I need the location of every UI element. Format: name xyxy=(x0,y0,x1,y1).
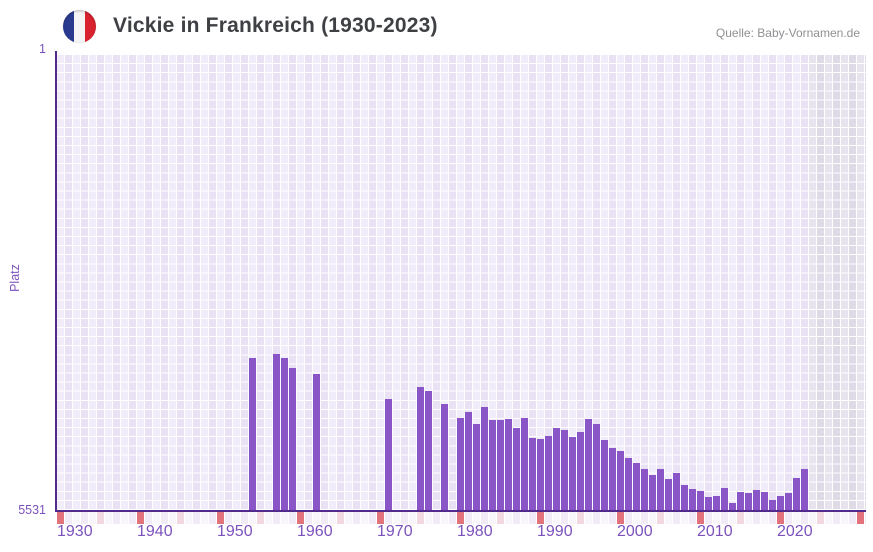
x-label-2010: 2010 xyxy=(697,523,733,540)
bar-1971[interactable] xyxy=(385,398,392,510)
x-label-1930: 1930 xyxy=(57,523,93,540)
bar-1989[interactable] xyxy=(529,437,536,510)
bar-2000[interactable] xyxy=(617,451,624,510)
bar-2008[interactable] xyxy=(681,484,688,510)
bar-1980[interactable] xyxy=(457,417,464,510)
half-decade-tick-1955 xyxy=(257,512,264,524)
bar-2002[interactable] xyxy=(633,463,640,510)
bar-2011[interactable] xyxy=(705,497,712,510)
bar-2001[interactable] xyxy=(625,458,632,510)
y-axis-tick-top: 1 xyxy=(39,42,46,56)
future-years-region xyxy=(808,55,866,510)
bar-2020[interactable] xyxy=(777,495,784,510)
bar-2013[interactable] xyxy=(721,488,728,510)
bar-2005[interactable] xyxy=(657,469,664,510)
x-label-1960: 1960 xyxy=(297,523,333,540)
half-decade-tick-1985 xyxy=(497,512,504,524)
x-label-1940: 1940 xyxy=(137,523,173,540)
x-axis-tick-strip xyxy=(56,512,866,524)
bar-1995[interactable] xyxy=(577,432,584,510)
x-label-1950: 1950 xyxy=(217,523,253,540)
bar-2022[interactable] xyxy=(793,477,800,510)
bar-2012[interactable] xyxy=(713,495,720,510)
x-label-2000: 2000 xyxy=(617,523,653,540)
decade-tick-2030 xyxy=(857,512,864,524)
bar-2015[interactable] xyxy=(737,491,744,510)
bar-1975[interactable] xyxy=(417,386,424,510)
bar-1991[interactable] xyxy=(545,435,552,510)
decade-tick-1960 xyxy=(297,512,304,524)
x-label-1970: 1970 xyxy=(377,523,413,540)
half-decade-tick-2015 xyxy=(737,512,744,524)
bar-1958[interactable] xyxy=(281,358,288,510)
bar-2016[interactable] xyxy=(745,493,752,510)
half-decade-tick-2025 xyxy=(817,512,824,524)
bar-1988[interactable] xyxy=(521,417,528,510)
bar-1984[interactable] xyxy=(489,419,496,510)
bar-2007[interactable] xyxy=(673,472,680,510)
bar-1994[interactable] xyxy=(569,437,576,510)
bar-1983[interactable] xyxy=(481,407,488,510)
decade-tick-1940 xyxy=(137,512,144,524)
y-axis-tick-bottom: 5531 xyxy=(18,503,46,517)
decade-tick-2020 xyxy=(777,512,784,524)
decade-tick-1980 xyxy=(457,512,464,524)
bar-2014[interactable] xyxy=(729,502,736,510)
bar-1954[interactable] xyxy=(249,357,256,510)
bar-2017[interactable] xyxy=(753,490,760,510)
half-decade-tick-1975 xyxy=(417,512,424,524)
decade-tick-1970 xyxy=(377,512,384,524)
bar-1997[interactable] xyxy=(593,423,600,510)
bar-2023[interactable] xyxy=(801,469,808,510)
y-axis-title: Platz xyxy=(8,264,22,292)
decade-tick-1990 xyxy=(537,512,544,524)
half-decade-tick-1935 xyxy=(97,512,104,524)
half-decade-tick-1995 xyxy=(577,512,584,524)
decade-tick-2000 xyxy=(617,512,624,524)
french-flag-icon xyxy=(63,10,96,43)
bar-2018[interactable] xyxy=(761,491,768,510)
bar-1957[interactable] xyxy=(273,354,280,510)
plot-area xyxy=(56,55,866,510)
decade-tick-1930 xyxy=(57,512,64,524)
bar-1982[interactable] xyxy=(473,423,480,510)
bar-1981[interactable] xyxy=(465,412,472,510)
x-label-1980: 1980 xyxy=(457,523,493,540)
chart-title: Vickie in Frankreich (1930-2023) xyxy=(113,14,438,37)
bar-2004[interactable] xyxy=(649,474,656,510)
bar-1987[interactable] xyxy=(513,428,520,510)
half-decade-tick-1965 xyxy=(337,512,344,524)
decade-tick-1950 xyxy=(217,512,224,524)
x-axis-line xyxy=(55,510,866,512)
y-axis-line xyxy=(55,51,57,512)
bar-1976[interactable] xyxy=(425,391,432,510)
bar-1959[interactable] xyxy=(289,367,296,510)
bar-1962[interactable] xyxy=(313,374,320,510)
bar-1993[interactable] xyxy=(561,430,568,510)
bar-1996[interactable] xyxy=(585,419,592,510)
half-decade-tick-1945 xyxy=(177,512,184,524)
x-label-2020: 2020 xyxy=(777,523,813,540)
decade-tick-2010 xyxy=(697,512,704,524)
x-label-1990: 1990 xyxy=(537,523,573,540)
bar-1998[interactable] xyxy=(601,439,608,510)
source-credit: Quelle: Baby-Vornamen.de xyxy=(715,26,860,40)
bar-1992[interactable] xyxy=(553,428,560,510)
half-decade-tick-2005 xyxy=(657,512,664,524)
bar-1978[interactable] xyxy=(441,403,448,510)
bar-2010[interactable] xyxy=(697,490,704,510)
bar-1985[interactable] xyxy=(497,419,504,510)
bar-2009[interactable] xyxy=(689,488,696,510)
bar-1990[interactable] xyxy=(537,439,544,510)
bar-1999[interactable] xyxy=(609,447,616,510)
bar-1986[interactable] xyxy=(505,419,512,510)
bar-2021[interactable] xyxy=(785,493,792,510)
bar-2019[interactable] xyxy=(769,500,776,510)
bar-2003[interactable] xyxy=(641,469,648,510)
bar-2006[interactable] xyxy=(665,479,672,510)
